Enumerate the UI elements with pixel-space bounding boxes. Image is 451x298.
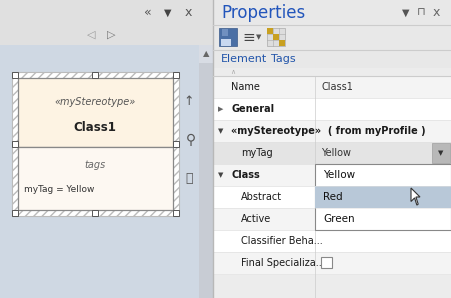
Bar (213, 98, 451, 120)
Bar (12, 72, 179, 216)
Text: x: x (433, 6, 440, 19)
Bar (219, 28, 237, 46)
Text: Yellow: Yellow (323, 170, 355, 180)
Text: ▲: ▲ (203, 49, 209, 58)
Bar (432, 143, 450, 163)
Text: Green: Green (323, 214, 354, 224)
Text: General: General (231, 104, 274, 114)
Bar (173, 141, 179, 147)
Bar (267, 28, 273, 34)
Bar (315, 164, 451, 230)
Text: ▼: ▼ (218, 128, 224, 134)
Bar (12, 72, 18, 78)
Text: ▶: ▶ (218, 106, 224, 112)
Text: Class: Class (231, 170, 260, 180)
Bar (213, 0, 451, 25)
Text: ▼: ▼ (438, 150, 444, 156)
Text: tags: tags (84, 160, 106, 170)
Bar (0, 0, 213, 298)
Bar (213, 208, 451, 230)
Text: «: « (144, 6, 152, 19)
Bar (213, 120, 451, 142)
Bar (199, 45, 213, 298)
Bar (92, 210, 98, 216)
Text: Tags: Tags (271, 54, 295, 64)
Bar (213, 50, 451, 68)
Text: Class1: Class1 (321, 82, 353, 92)
Text: Class1: Class1 (74, 121, 116, 134)
Text: Properties: Properties (221, 4, 305, 21)
Text: Abstract: Abstract (241, 192, 282, 202)
Bar (213, 25, 451, 50)
Bar (213, 0, 451, 298)
Text: ⌕: ⌕ (185, 172, 193, 185)
Bar (213, 142, 451, 164)
Text: ▼: ▼ (256, 35, 262, 41)
Text: Element: Element (221, 54, 267, 64)
Bar (267, 28, 285, 46)
Bar (173, 210, 179, 216)
Text: Name: Name (231, 82, 260, 92)
Bar (213, 164, 451, 186)
Text: Active: Active (241, 214, 271, 224)
Text: Final Specializa...: Final Specializa... (241, 258, 325, 268)
Bar (18, 147, 173, 210)
Bar (173, 72, 179, 78)
Bar (213, 252, 451, 274)
Text: ▼: ▼ (402, 7, 410, 18)
Bar (0, 0, 213, 25)
Text: Red: Red (323, 192, 343, 202)
Bar (12, 141, 18, 147)
Bar (315, 186, 451, 208)
Bar (222, 29, 228, 36)
Bar (199, 45, 213, 63)
Text: ⊓: ⊓ (417, 7, 425, 18)
Text: «myStereotype»: «myStereotype» (55, 97, 136, 107)
Text: ⚲: ⚲ (186, 133, 196, 147)
Text: ▼: ▼ (164, 7, 172, 18)
Text: ∧: ∧ (230, 69, 235, 75)
Bar (279, 40, 285, 46)
Bar (18, 78, 173, 147)
Text: myTag = Yellow: myTag = Yellow (24, 185, 94, 194)
Text: ↑: ↑ (184, 95, 194, 108)
Bar (213, 230, 451, 252)
Polygon shape (411, 188, 420, 205)
Bar (321, 257, 332, 268)
Text: «myStereotype»  ( from myProfile ): «myStereotype» ( from myProfile ) (231, 126, 426, 136)
Text: x: x (184, 6, 192, 19)
Bar (0, 25, 213, 45)
Text: Classifier Beha...: Classifier Beha... (241, 236, 323, 246)
Bar (273, 34, 279, 40)
Text: ▼: ▼ (218, 172, 224, 178)
Text: Yellow: Yellow (321, 148, 351, 158)
Text: ≡: ≡ (243, 30, 255, 45)
Bar (213, 186, 451, 208)
Bar (213, 76, 451, 98)
Bar (92, 72, 98, 78)
Bar (221, 39, 231, 46)
Bar (12, 210, 18, 216)
Text: ▷: ▷ (107, 30, 115, 40)
Text: myTag: myTag (241, 148, 272, 158)
Text: ◁: ◁ (87, 30, 95, 40)
